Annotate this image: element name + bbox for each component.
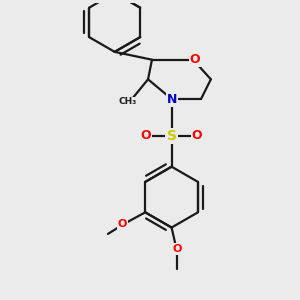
Text: CH₃: CH₃ — [118, 98, 136, 106]
Text: O: O — [118, 219, 128, 229]
Text: O: O — [192, 129, 203, 142]
Text: O: O — [190, 53, 200, 66]
Text: O: O — [173, 244, 182, 254]
Text: S: S — [167, 129, 177, 143]
Text: N: N — [167, 93, 177, 106]
Text: O: O — [141, 129, 152, 142]
